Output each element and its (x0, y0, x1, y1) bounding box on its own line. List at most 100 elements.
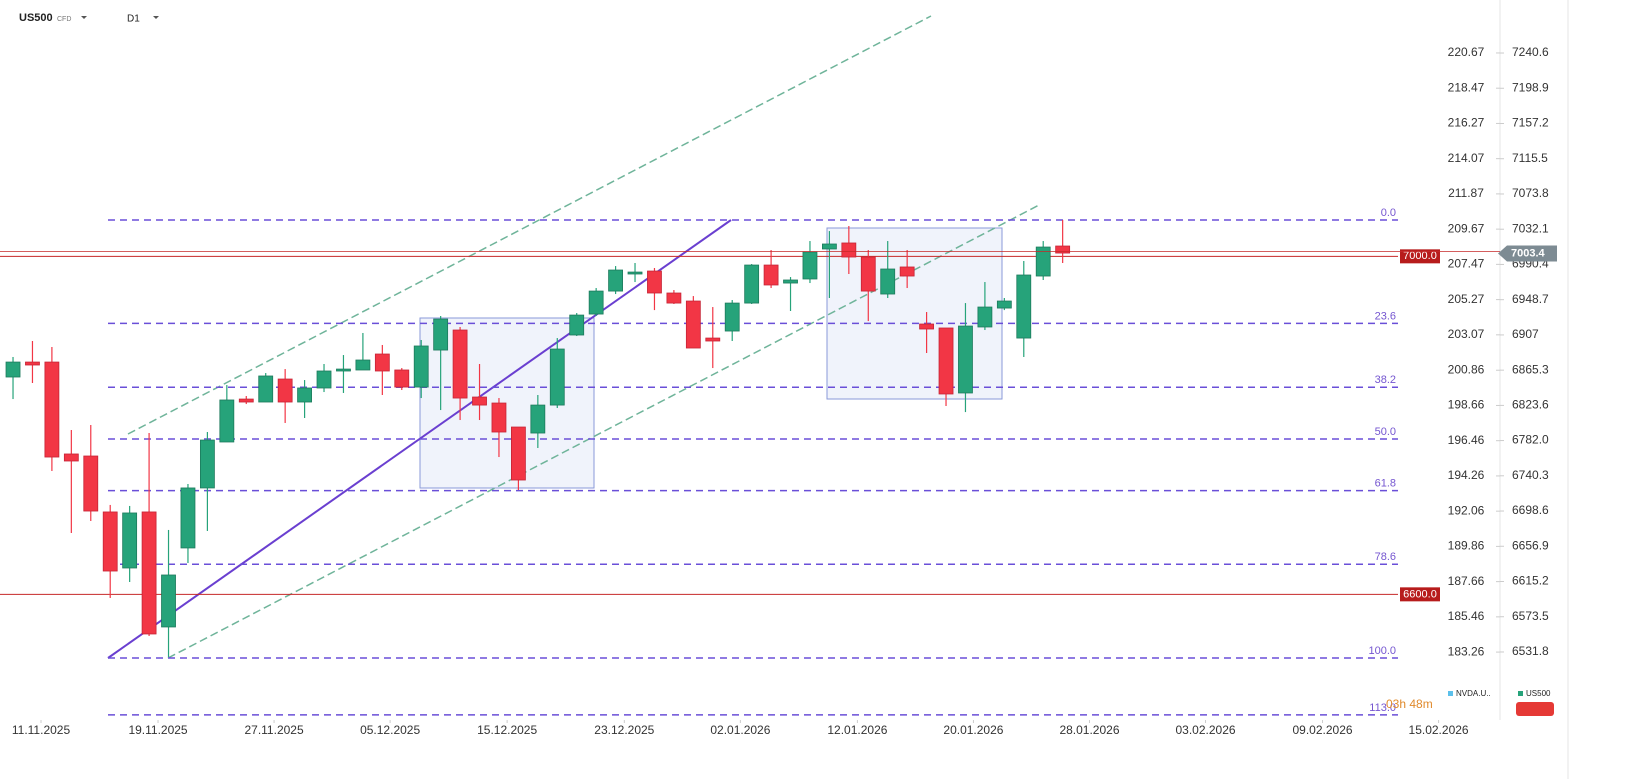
y2-tick-label: 189.86 (1448, 539, 1485, 553)
candle-body (763, 264, 779, 286)
y2-tick-label: 214.07 (1448, 151, 1485, 165)
last-price-tag (1498, 245, 1557, 262)
fib-label: 50.0 (1375, 426, 1396, 438)
symbol[interactable]: US500 (19, 12, 53, 24)
candle-body (549, 348, 565, 406)
y2-tick-label: 187.66 (1448, 574, 1485, 588)
candle-body (530, 404, 546, 434)
y2-tick-label: 209.67 (1448, 221, 1485, 235)
y-tick-label: 7198.9 (1512, 80, 1549, 94)
x-tick-label: 03.02.2026 (1175, 723, 1235, 737)
candle-body (705, 337, 721, 342)
candle-body (880, 268, 896, 295)
candle-body (666, 292, 682, 304)
candle-body (822, 243, 837, 250)
candle-body (452, 329, 468, 399)
candle-body (413, 345, 429, 388)
candle-body (977, 306, 993, 328)
candle-body (374, 353, 390, 372)
candle-body (491, 402, 507, 433)
x-tick-label: 20.01.2026 (943, 723, 1003, 737)
y-tick-label: 6615.2 (1512, 574, 1549, 588)
candle-body (316, 370, 332, 389)
y-tick-label: 6740.3 (1512, 468, 1549, 482)
candle-body (1016, 274, 1032, 339)
candle-body (996, 300, 1012, 309)
level-tag-label: 6600.0 (1403, 588, 1437, 600)
candle-body (63, 453, 79, 462)
candle-body (802, 251, 818, 280)
candle-body (44, 361, 60, 458)
candle-body (277, 378, 293, 403)
y-tick-label: 7115.5 (1512, 151, 1548, 165)
y2-tick-label: 218.47 (1448, 80, 1485, 94)
fib-label: 61.8 (1375, 478, 1396, 490)
candle-body (141, 511, 157, 635)
x-tick-label: 05.12.2025 (360, 723, 420, 737)
y-tick-label: 7157.2 (1512, 116, 1549, 130)
x-tick-label: 02.01.2026 (710, 723, 770, 737)
candle-body (608, 269, 623, 292)
y-tick-label: 6531.8 (1512, 644, 1549, 658)
legend-label[interactable]: NVDA.U.. (1456, 689, 1491, 698)
candle-body (238, 398, 254, 403)
x-tick-label: 11.11.2025 (12, 723, 71, 737)
candle-body (569, 314, 585, 336)
candle-body (472, 396, 487, 406)
y2-tick-label: 205.27 (1448, 292, 1485, 306)
x-tick-label: 27.11.2025 (244, 723, 303, 737)
dropdown-arrow[interactable] (81, 16, 87, 19)
y-tick-label: 7073.8 (1512, 186, 1549, 200)
channel-line[interactable] (167, 203, 1042, 659)
level-tag (1400, 587, 1440, 602)
y2-tick-label: 211.87 (1448, 186, 1484, 200)
last-price-label: 7003.4 (1511, 247, 1546, 259)
candle-body (511, 426, 526, 481)
range-box[interactable] (419, 317, 595, 489)
level-tag-label: 7000.0 (1403, 250, 1437, 262)
candle-body (297, 387, 312, 403)
fib-label: 0.0 (1381, 207, 1396, 219)
y2-tick-label: 183.26 (1448, 644, 1485, 658)
fib-label: 38.2 (1375, 374, 1396, 386)
candle-body (219, 399, 235, 443)
y-tick-label: 6782.0 (1512, 433, 1549, 447)
candle-body (627, 271, 643, 275)
y-tick-label: 7032.1 (1512, 221, 1549, 235)
level-tag (1400, 249, 1440, 264)
candle-body (685, 300, 701, 349)
y-tick-label: 6865.3 (1512, 362, 1549, 376)
symbol-type: CFD (57, 16, 71, 23)
x-tick-label: 12.01.2026 (827, 723, 887, 737)
x-tick-label: 15.02.2026 (1409, 723, 1469, 737)
series-button[interactable] (1516, 702, 1554, 716)
candle-body (744, 264, 760, 304)
timeframe[interactable]: D1 (127, 14, 140, 25)
candle-body (355, 359, 371, 371)
candle-body (83, 455, 99, 512)
y-tick-label: 6656.9 (1512, 538, 1549, 552)
y-tick-label: 6698.6 (1512, 503, 1549, 517)
x-tick-label: 28.01.2026 (1059, 723, 1119, 737)
candle-body (783, 279, 798, 284)
y2-tick-label: 200.86 (1448, 362, 1485, 376)
fib-label: 23.6 (1375, 310, 1396, 322)
y2-tick-label: 198.66 (1448, 398, 1485, 412)
candle-body (899, 266, 915, 277)
legend-swatch (1448, 691, 1453, 696)
fib-label: 100.0 (1368, 645, 1396, 657)
dropdown-arrow[interactable] (153, 16, 159, 19)
channel-line[interactable] (127, 15, 932, 435)
fib-label: 78.6 (1375, 551, 1396, 563)
candle-body (25, 361, 40, 366)
y2-tick-label: 220.67 (1448, 45, 1485, 59)
legend-swatch (1518, 691, 1523, 696)
fib-label: 113.0 (1369, 702, 1396, 714)
candle-body (180, 487, 196, 549)
legend-label[interactable]: US500 (1526, 689, 1551, 698)
y-tick-label: 6573.5 (1512, 609, 1549, 623)
trend-line[interactable] (107, 219, 732, 659)
candle-body (258, 375, 274, 403)
candle-body (724, 302, 740, 332)
y2-tick-label: 192.06 (1448, 503, 1485, 517)
